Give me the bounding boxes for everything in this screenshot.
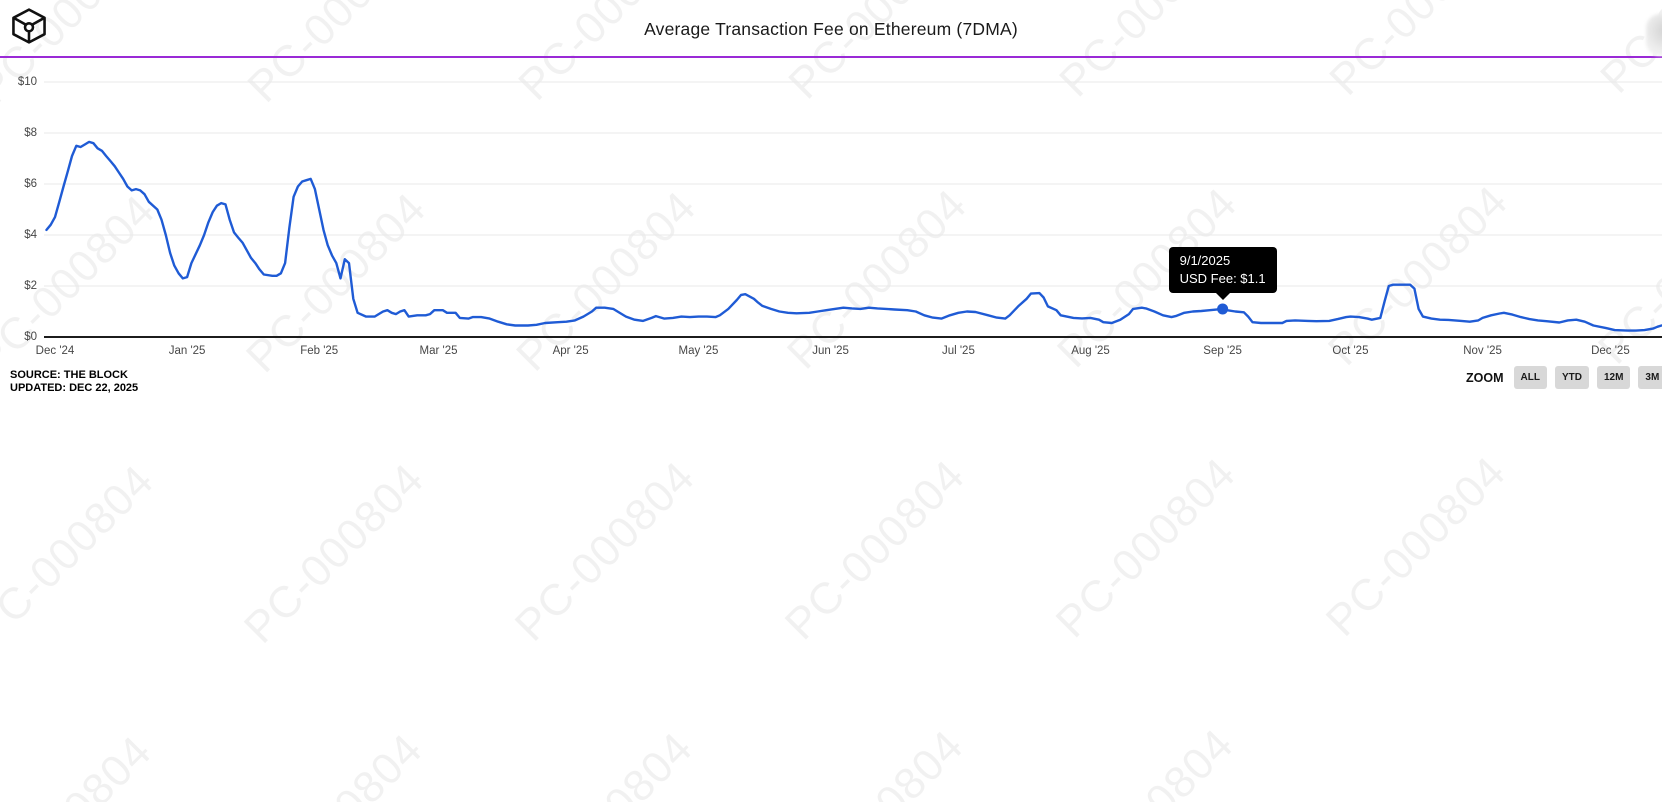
watermark-text: PC-000804 — [235, 454, 434, 653]
x-axis-label: Jan '25 — [152, 345, 222, 357]
tooltip-date: 9/1/2025 — [1180, 252, 1266, 270]
source-attribution: SOURCE: THE BLOCK UPDATED: DEC 22, 2025 — [10, 369, 138, 394]
watermark-text: PC-000804 — [1317, 447, 1516, 646]
x-axis-label: Apr '25 — [536, 345, 606, 357]
x-axis-label: Jul '25 — [923, 345, 993, 357]
x-axis-label: Dec '25 — [1575, 345, 1645, 357]
y-axis-label: $10 — [8, 76, 37, 88]
updated-line: UPDATED: DEC 22, 2025 — [10, 382, 138, 395]
watermark-text: PC-000804 — [1047, 449, 1246, 648]
x-axis-label: Nov '25 — [1448, 345, 1518, 357]
zoom-button-12m[interactable]: 12M — [1597, 366, 1630, 389]
x-axis-label: Oct '25 — [1315, 345, 1385, 357]
y-axis-label: $2 — [8, 280, 37, 292]
zoom-button-3m[interactable]: 3M — [1638, 366, 1662, 389]
source-line: SOURCE: THE BLOCK — [10, 369, 138, 382]
zoom-button-ytd[interactable]: YTD — [1555, 366, 1589, 389]
x-axis-label: Aug '25 — [1056, 345, 1126, 357]
watermark-text: PC-000804 — [0, 456, 164, 655]
tooltip: 9/1/2025 USD Fee: $1.1 — [1169, 247, 1277, 293]
tooltip-value: USD Fee: $1.1 — [1180, 270, 1266, 288]
watermark-text: PC-000804 — [504, 723, 703, 802]
fee-line-chart[interactable] — [0, 0, 1662, 401]
watermark-text: PC-000804 — [506, 452, 705, 651]
y-axis-label: $6 — [8, 178, 37, 190]
zoom-button-all[interactable]: ALL — [1514, 366, 1547, 389]
watermark-text: PC-000804 — [233, 724, 432, 802]
x-axis-label: May '25 — [663, 345, 733, 357]
y-axis-label: $8 — [8, 127, 37, 139]
zoom-controls: ZOOM ALL YTD 12M 3M — [1466, 366, 1662, 389]
x-axis-label: Jun '25 — [796, 345, 866, 357]
watermark-text: PC-000804 — [774, 721, 973, 802]
zoom-button-group: ALL YTD 12M 3M — [1514, 366, 1662, 389]
x-axis-label: Mar '25 — [404, 345, 474, 357]
watermark-text: PC-000804 — [0, 727, 162, 802]
x-axis-label: Feb '25 — [284, 345, 354, 357]
y-axis-label: $0 — [8, 331, 37, 343]
x-axis-label: Sep '25 — [1188, 345, 1258, 357]
zoom-label: ZOOM — [1466, 371, 1504, 385]
watermark-text: PC-000804 — [776, 451, 975, 650]
chart-widget: { "header": { "title": "Average Transact… — [0, 0, 1662, 401]
fee-series-line[interactable] — [47, 142, 1662, 331]
x-axis-label: Dec '24 — [20, 345, 90, 357]
watermark-text: PC-000804 — [1045, 719, 1244, 802]
y-axis-label: $4 — [8, 229, 37, 241]
highlighted-point-marker[interactable] — [1217, 303, 1228, 314]
